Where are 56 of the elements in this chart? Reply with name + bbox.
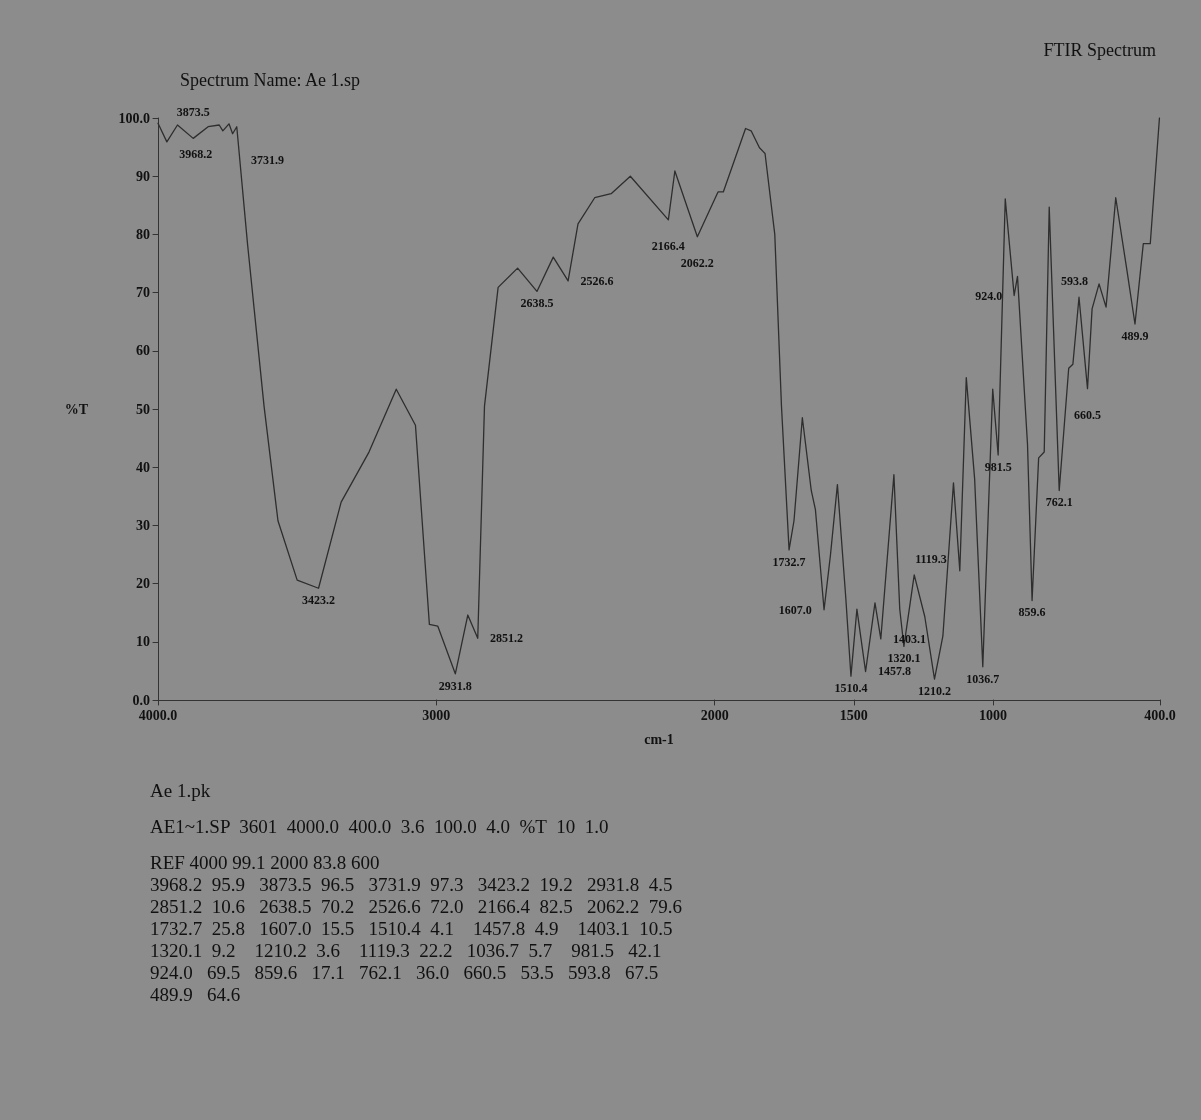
annotation: 593.8: [1061, 274, 1089, 289]
y-tick-label: 80: [136, 226, 150, 242]
x-tick-label: 400.0: [1144, 707, 1176, 723]
annotation: 2062.2: [680, 255, 714, 270]
annotation: 660.5: [1073, 407, 1101, 422]
annotation: 1457.8: [877, 664, 911, 679]
annotation: 3968.2: [179, 146, 213, 161]
annotation: 1403.1: [893, 631, 927, 646]
chart-title: FTIR Spectrum: [1043, 40, 1157, 60]
chart-subtitle: Spectrum Name: Ae 1.sp: [180, 70, 360, 90]
annotation: 3731.9: [250, 152, 284, 167]
x-tick-label: 3000: [422, 707, 451, 723]
y-tick-label: 100.0: [118, 110, 150, 126]
y-tick-label: 10: [136, 634, 150, 650]
annotation: 2166.4: [651, 238, 685, 253]
x-tick-label: 4000.0: [138, 707, 178, 723]
annotation: 859.6: [1018, 605, 1046, 620]
x-tick-label: 1500: [839, 707, 868, 723]
y-tick-label: 70: [136, 285, 150, 301]
annotation: 1320.1: [887, 651, 921, 666]
annotation: 2931.8: [438, 678, 472, 693]
text: 1732.7 25.8 1607.0 15.5 1510.4 4.1 1457.8 4.9 1403.1 10.5: [150, 918, 674, 940]
text: 924.0 69.5 859.6 17.1 762.1 36.0 660.5 53.5 593.8 67.5: [150, 962, 660, 984]
annotation: 3873.5: [176, 105, 210, 120]
annotation: 1732.7: [772, 554, 806, 569]
annotation: 2638.5: [520, 296, 554, 311]
y-tick-label: 30: [136, 517, 150, 533]
annotation: 2851.2: [490, 631, 524, 646]
annotation: 762.1: [1045, 495, 1073, 510]
text: REF 4000 99.1 2000 83.8 600: [150, 852, 381, 874]
text: 1320.1 9.2 1210.2 3.6 1119.3 22.2 1036.7 5.7 981.5 42.1: [150, 940, 663, 962]
x-tick-label: 2000: [700, 707, 729, 723]
x-tick-label: 1000: [979, 707, 1007, 723]
annotation: 924.0: [975, 288, 1003, 303]
text: 489.9 64.6: [150, 984, 242, 1006]
annotation: 1119.3: [915, 551, 947, 566]
annotation: 1510.4: [834, 681, 868, 696]
annotation: 1210.2: [917, 684, 951, 699]
annotation: 981.5: [984, 459, 1012, 474]
annotation: 1036.7: [966, 671, 1000, 686]
y-tick-label: 90: [136, 168, 150, 184]
annotation: 1607.0: [778, 602, 812, 617]
annotation: 489.9: [1121, 329, 1149, 344]
y-tick-label: 0.0: [132, 692, 150, 708]
y-tick-label: 40: [136, 459, 150, 475]
y-tick-label: 60: [136, 343, 150, 359]
y-tick-label: 50: [136, 401, 150, 417]
text: 3968.2 95.9 3873.5 96.5 3731.9 97.3 3423.2 19.2 2931.8 4.5: [150, 874, 674, 896]
annotation: 2526.6: [580, 273, 614, 288]
annotation: 3423.2: [302, 593, 336, 608]
text: AE1~1.SP 3601 4000.0 400.0 3.6 100.0 4.0 %T 10 1.0: [150, 816, 610, 838]
text: Ae 1.pk: [150, 780, 212, 802]
text: 2851.2 10.6 2638.5 70.2 2526.6 72.0 2166.4 82.5 2062.2 79.6: [150, 896, 683, 918]
y-tick-label: 20: [136, 576, 150, 592]
x-axis-title: cm-1: [644, 731, 674, 747]
y-axis-title: %T: [64, 401, 89, 417]
